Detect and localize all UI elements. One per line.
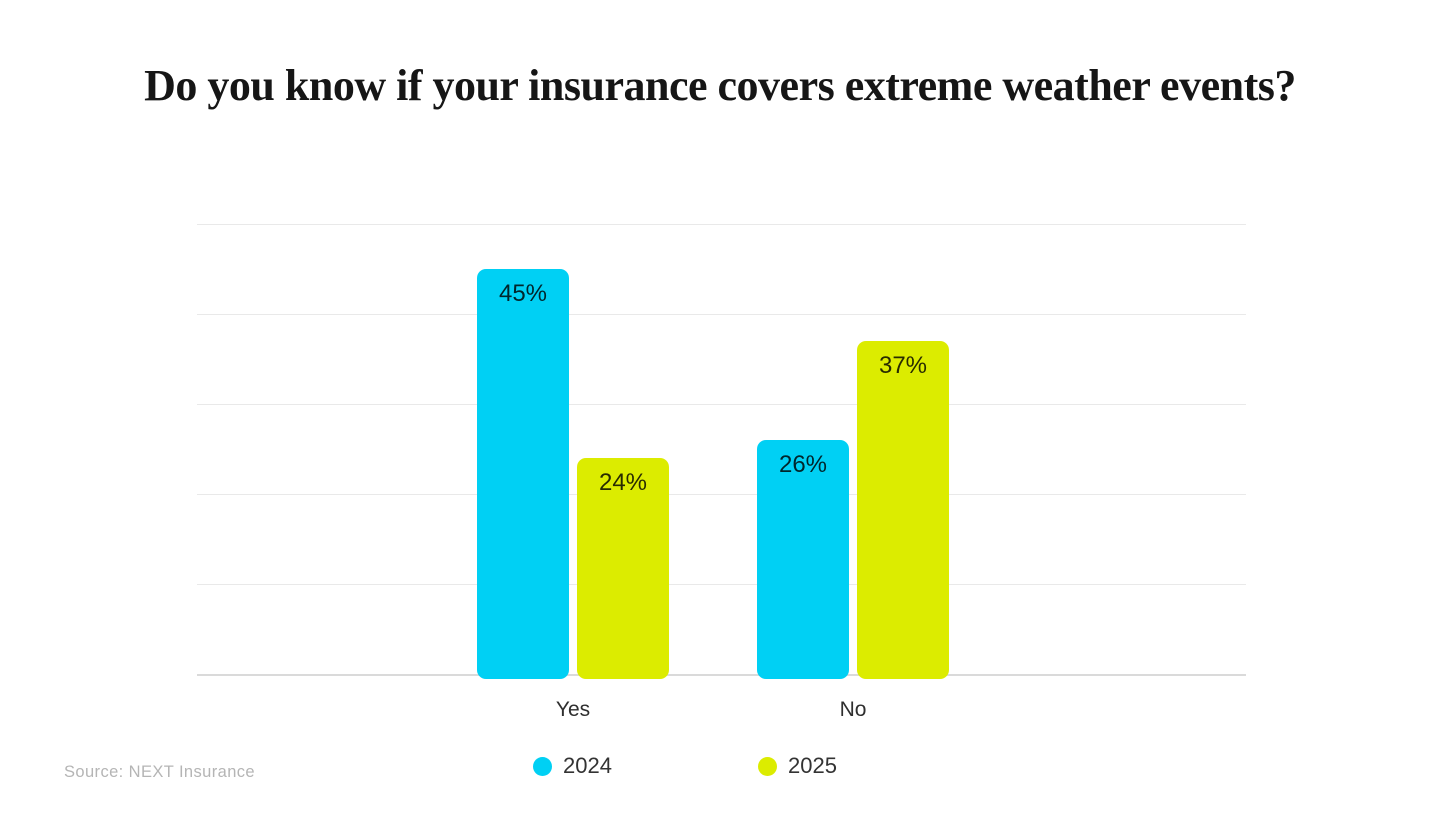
legend-dot-icon <box>533 756 552 776</box>
bar-2025-yes: 24% <box>577 458 669 679</box>
gridline <box>197 494 1246 495</box>
gridline <box>197 314 1246 315</box>
bar-2024-yes: 45% <box>477 269 569 679</box>
bar-2024-no: 26% <box>757 440 849 679</box>
bar-value-label: 24% <box>598 469 648 496</box>
gridline <box>197 404 1246 405</box>
gridline <box>197 584 1246 585</box>
legend: 2024 2025 <box>0 752 1440 780</box>
legend-dot-icon <box>758 756 777 776</box>
x-axis-baseline <box>197 674 1246 676</box>
bar-value-label: 26% <box>778 451 828 478</box>
plot-area: 45% 26% 24% 37% Yes No <box>197 224 1246 721</box>
gridline <box>197 224 1246 225</box>
bar-2025-no: 37% <box>857 341 949 679</box>
legend-item-2025: 2025 <box>758 752 837 780</box>
x-axis-label-yes: Yes <box>555 698 591 721</box>
legend-label: 2025 <box>788 753 837 778</box>
source-note: Source: NEXT Insurance <box>64 763 256 781</box>
x-axis-label-no: No <box>839 698 867 721</box>
legend-item-2024: 2024 <box>533 752 612 780</box>
bar-value-label: 45% <box>498 280 548 307</box>
chart-title: Do you know if your insurance covers ext… <box>144 61 1296 110</box>
bar-value-label: 37% <box>878 352 928 379</box>
legend-label: 2024 <box>563 753 612 778</box>
